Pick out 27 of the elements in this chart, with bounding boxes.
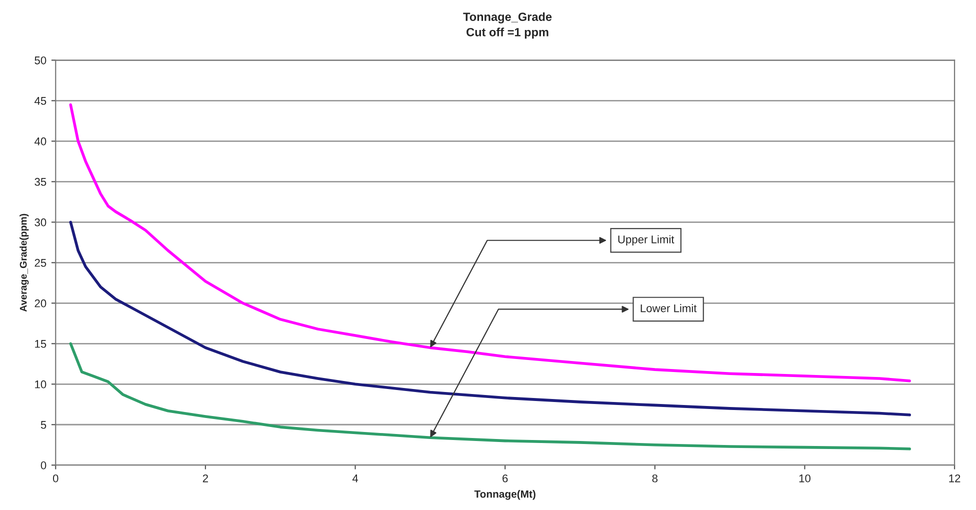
y-tick-label: 45 [34,97,46,105]
y-tick-label: 5 [40,421,46,429]
annotation: Lower Limit [640,304,697,312]
y-tick-label: 35 [34,178,46,186]
x-tick-label: 8 [652,474,658,482]
annotation: Upper Limit [618,235,674,246]
y-tick-label: 0 [40,461,46,470]
x-tick-label: 10 [799,474,810,482]
line-series [69,103,911,382]
x-axis-title: Tonnage(Mt) [474,490,536,500]
x-tick-label: 2 [202,474,208,482]
y-tick-label: 20 [34,299,46,308]
chart-subtitle: Cut off =1 ppm [466,28,548,39]
line-series [69,220,911,416]
y-tick-label: 40 [34,137,46,146]
x-tick-label: 0 [52,474,58,482]
y-tick-label: 30 [34,218,46,226]
x-tick-label: 4 [352,474,358,482]
y-axis-title: Average_Grade(ppm) [20,214,29,312]
x-tick-label: 6 [502,474,508,482]
y-tick-label: 25 [34,258,46,267]
x-tick-label: 12 [949,474,960,482]
y-tick-label: 15 [35,340,46,348]
y-tick-label: 10 [35,380,46,388]
chart-title: Tonnage_Grade [463,12,552,24]
y-tick-label: 50 [34,56,46,64]
line-series [69,342,911,450]
